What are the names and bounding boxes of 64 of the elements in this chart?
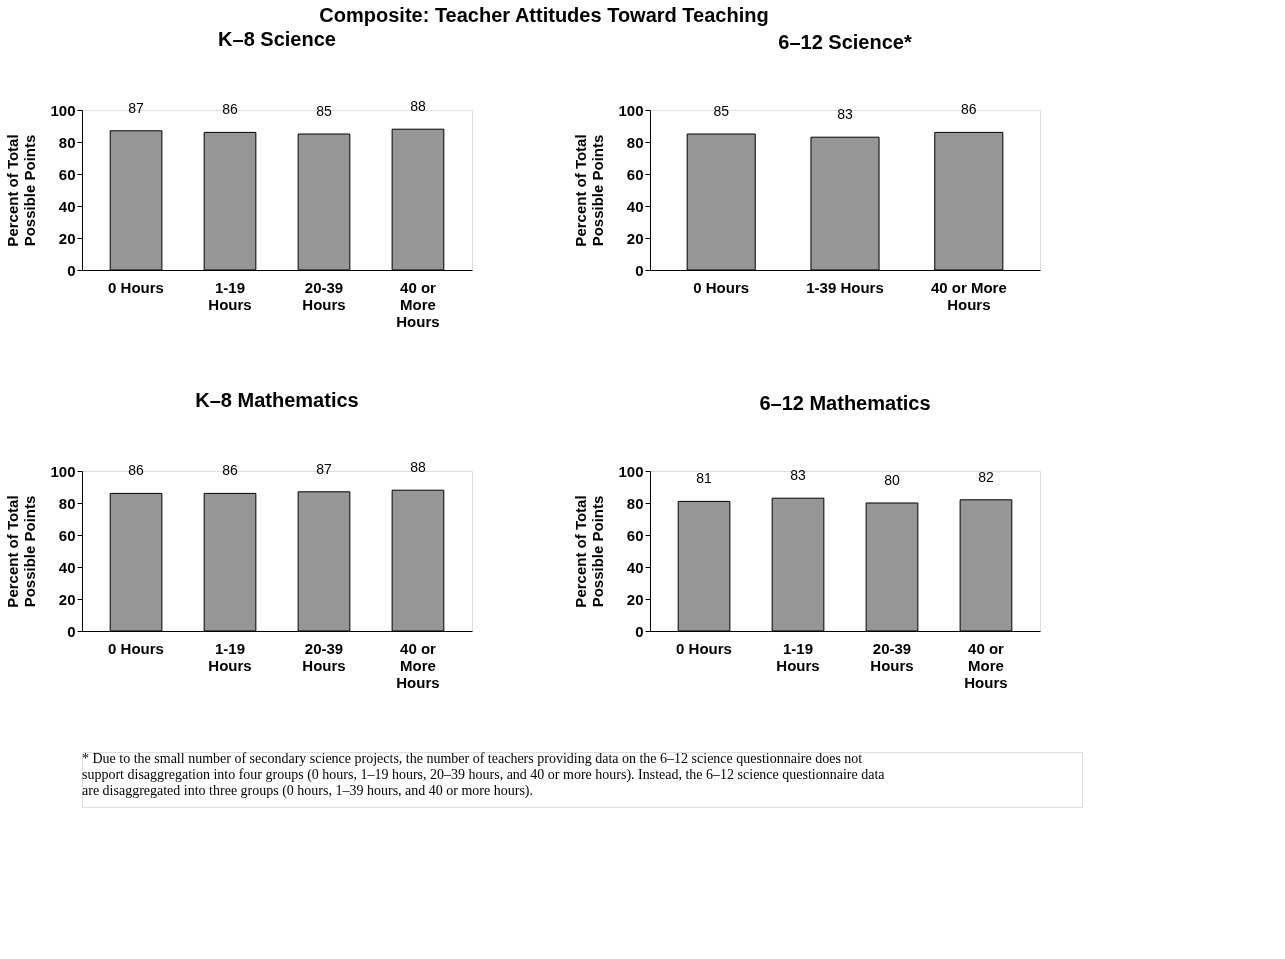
y-tick-label: 100 (618, 462, 644, 480)
y-tick-label: 0 (67, 622, 76, 640)
y-axis-title: Percent of Total Possible Points (572, 495, 607, 608)
x-tick-label: 40 or More Hours (396, 639, 440, 691)
data-label: 87 (128, 99, 145, 116)
y-tick-label: 40 (626, 558, 644, 576)
y-tick-label: 80 (626, 133, 644, 151)
y-tick-label: 100 (618, 101, 644, 119)
y-axis-title: Percent of Total Possible Points (4, 134, 39, 247)
data-label: 88 (410, 459, 426, 476)
y-tick-label: 0 (67, 261, 76, 279)
data-label: 85 (316, 103, 332, 119)
y-tick-label: 80 (58, 133, 76, 151)
chart-title: 6–12 Mathematics (759, 392, 931, 414)
x-tick-label: 0 Hours (108, 639, 164, 657)
x-tick-label: 0 Hours (693, 278, 750, 296)
data-label: 86 (128, 462, 145, 479)
data-label: 86 (961, 101, 977, 118)
y-tick-label: 100 (50, 101, 76, 119)
data-label: 83 (790, 467, 807, 484)
data-label: 86 (222, 101, 239, 118)
chart-title: K–8 Science (218, 28, 336, 51)
x-tick-label: 40 or More Hours (396, 278, 440, 330)
x-tick-label: 1-19 Hours (208, 639, 252, 674)
y-tick-label: 60 (58, 526, 76, 544)
y-tick-label: 20 (58, 229, 76, 247)
x-tick-label: 1-19 Hours (208, 278, 252, 313)
y-tick-label: 80 (58, 494, 76, 512)
x-tick-label: 20-39 Hours (302, 278, 346, 313)
x-tick-label: 40 or More Hours (930, 278, 1007, 313)
data-label: 87 (316, 460, 332, 477)
x-tick-label: 20-39 Hours (870, 639, 914, 674)
data-label: 82 (978, 468, 994, 485)
y-tick-label: 60 (58, 165, 76, 183)
y-tick-label: 20 (58, 590, 76, 608)
y-tick-label: 40 (58, 558, 76, 576)
data-label: 81 (696, 470, 713, 487)
y-tick-label: 100 (50, 462, 76, 480)
x-tick-label: 20-39 Hours (302, 639, 346, 674)
x-tick-label: 1-39 Hours (806, 278, 884, 296)
y-tick-label: 20 (626, 590, 644, 608)
y-tick-label: 80 (626, 494, 644, 512)
x-tick-label: 40 or More Hours (964, 639, 1008, 691)
y-tick-label: 0 (635, 622, 644, 640)
y-tick-label: 40 (58, 197, 76, 215)
y-axis-title: Percent of Total Possible Points (572, 134, 607, 247)
x-tick-label: 0 Hours (108, 278, 164, 296)
chart-title: K–8 Mathematics (195, 389, 359, 412)
x-tick-label: 1-19 Hours (776, 639, 820, 674)
y-tick-label: 60 (626, 526, 644, 544)
data-label: 86 (222, 462, 239, 479)
y-tick-label: 60 (626, 165, 644, 183)
x-tick-label: 0 Hours (676, 639, 732, 657)
y-tick-label: 40 (626, 197, 644, 215)
data-label: 85 (713, 103, 730, 119)
data-label: 83 (837, 106, 853, 123)
y-axis-title: Percent of Total Possible Points (4, 495, 39, 608)
chart-title: 6–12 Science* (778, 31, 912, 53)
y-tick-label: 0 (635, 261, 644, 279)
text: * Due to the small number of secondary science projects, the number of teachers providing data on the 6–12 science questionnaire does not support disaggregation into four groups (0 hours, 1–19 hours, 20–39 hours, and 40 or more hours). Instead, the 6–12 science questionnaire data are disaggregated into three groups (0 hours, 1–39 hours, and 40 or more hours). (82, 751, 886, 799)
data-label: 88 (410, 98, 426, 115)
text: Composite: Teacher Attitudes Toward Teaching (319, 3, 769, 26)
y-tick-label: 20 (626, 229, 644, 247)
data-label: 80 (884, 472, 900, 488)
